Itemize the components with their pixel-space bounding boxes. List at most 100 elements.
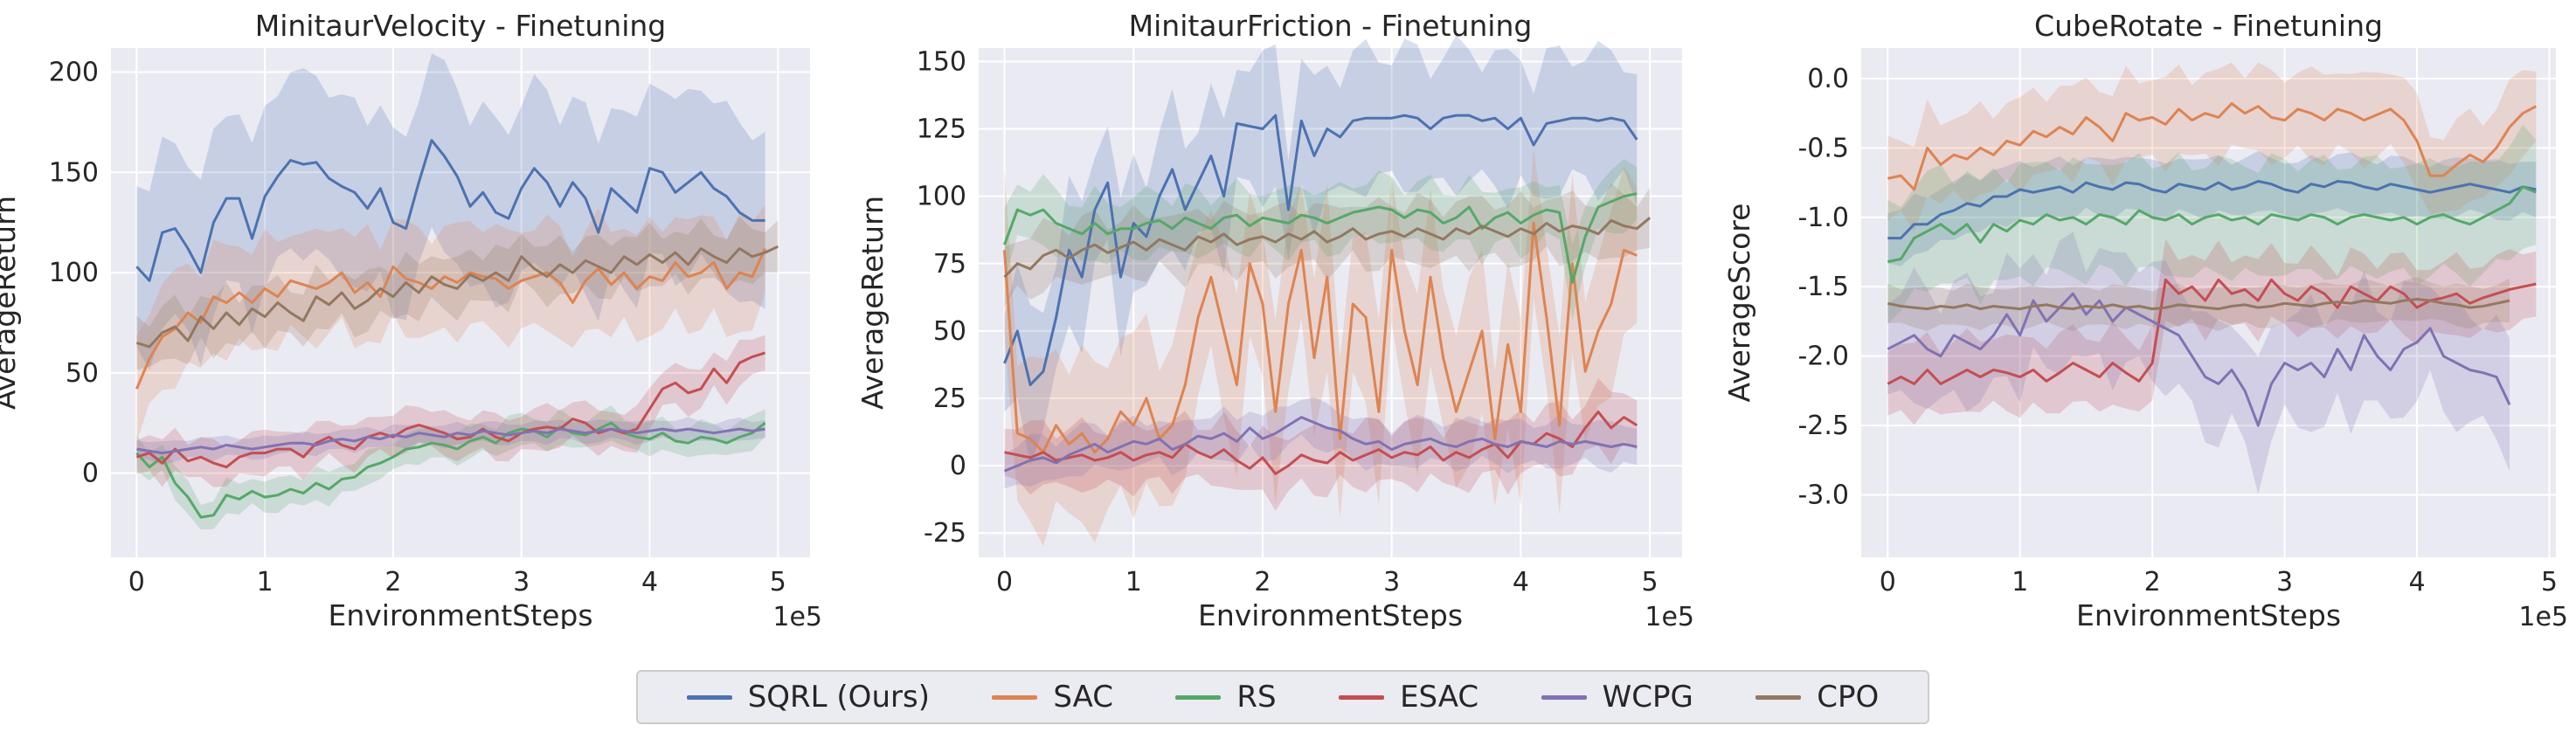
x-axis-offset-label: 1e5 — [772, 602, 822, 629]
x-tick-label: 3 — [2276, 567, 2293, 597]
legend-swatch — [1339, 694, 1385, 700]
y-tick-label: 50 — [66, 358, 99, 389]
legend-swatch — [686, 694, 732, 700]
legend-entry: CPO — [1755, 680, 1879, 715]
y-tick-label: 0 — [82, 459, 99, 489]
series-line — [1003, 114, 1638, 387]
confidence-band — [1887, 124, 2537, 324]
confidence-band — [1887, 231, 2510, 495]
legend-entry: RS — [1175, 680, 1277, 715]
y-tick-label: 0 — [950, 451, 966, 481]
legend-label: SQRL (Ours) — [747, 680, 930, 715]
confidence-band — [1004, 397, 1638, 489]
confidence-band — [1004, 183, 1651, 308]
confidence-band — [136, 217, 779, 370]
plot-title: CubeRotate - Finetuning — [2034, 9, 2383, 43]
legend-swatch — [1541, 694, 1587, 700]
legend-swatch — [1755, 694, 1802, 700]
chart-panel-2: 0 1 2 3 4 5 -25 0 25 50 75 100 125 150 MinitaurFrictio… — [855, 9, 1694, 629]
confidence-band — [1004, 34, 1638, 466]
y-axis-label: AverageReturn — [0, 196, 22, 410]
series-line — [1887, 185, 2537, 264]
x-tick-label: 5 — [770, 567, 786, 597]
series-line — [1003, 192, 1638, 284]
series-line — [1887, 298, 2510, 311]
legend-label: RS — [1236, 680, 1277, 715]
confidence-band — [1004, 148, 1638, 547]
y-tick-label: -2.5 — [1797, 411, 1849, 441]
y-tick-label: 25 — [933, 383, 966, 414]
x-tick-label: 2 — [1254, 567, 1271, 597]
x-tick-label: 4 — [641, 567, 658, 597]
x-tick-label: 0 — [996, 567, 1013, 597]
series-line — [1887, 292, 2511, 427]
series-line — [1003, 222, 1638, 454]
legend-label: SAC — [1053, 680, 1113, 715]
y-tick-label: 150 — [917, 46, 966, 77]
series-line — [1003, 416, 1638, 473]
x-tick-label: 1 — [1125, 567, 1142, 597]
series-line — [1887, 180, 2537, 240]
y-axis-label: AverageScore — [1722, 204, 1756, 403]
legend: SQRL (Ours) SAC RS ESAC WCPG CPO — [636, 670, 1929, 724]
x-tick-label: 1 — [257, 567, 274, 597]
legend-label: ESAC — [1400, 680, 1479, 715]
x-tick-label: 2 — [2144, 567, 2161, 597]
y-tick-label: -2.0 — [1797, 342, 1849, 372]
plot-title: MinitaurVelocity - Finetuning — [255, 9, 666, 43]
x-tick-label: 0 — [128, 567, 145, 597]
series-line — [135, 247, 766, 390]
series-line — [135, 139, 765, 282]
y-tick-label: -3.0 — [1797, 480, 1849, 511]
x-tick-label: 4 — [2408, 567, 2425, 597]
y-tick-label: -1.5 — [1797, 272, 1849, 302]
legend-label: CPO — [1817, 680, 1880, 715]
y-tick-label: 0.0 — [1807, 64, 1849, 94]
series-line — [1003, 217, 1652, 279]
y-tick-label: 100 — [49, 258, 99, 288]
x-tick-label: 2 — [384, 567, 401, 597]
chart-panel-3: 0 1 2 3 4 5 -3.0 -2.5 -2.0 -1.5 -1.0 -0.5 0.0 CubeRot… — [1722, 9, 2568, 629]
series-line — [1887, 278, 2537, 385]
legend-swatch — [1175, 694, 1222, 700]
x-tick-label: 1 — [2012, 567, 2028, 597]
y-tick-label: 125 — [917, 114, 966, 145]
legend-entry: WCPG — [1541, 680, 1693, 715]
x-tick-label: 3 — [513, 567, 530, 597]
y-tick-label: -1.0 — [1797, 203, 1849, 233]
y-tick-label: 75 — [933, 249, 966, 280]
legend-entry: ESAC — [1339, 680, 1478, 715]
legend-swatch — [992, 694, 1038, 700]
x-axis-label: EnvironmentSteps — [328, 598, 592, 629]
x-tick-label: 5 — [1642, 567, 1658, 597]
plot-title: MinitaurFriction - Finetuning — [1129, 9, 1533, 43]
legend-entry: SQRL (Ours) — [686, 680, 930, 715]
x-axis-offset-label: 1e5 — [2518, 602, 2568, 629]
x-axis-label: EnvironmentSteps — [2076, 598, 2341, 629]
y-axis-label: AverageReturn — [855, 196, 890, 410]
series-line — [136, 427, 765, 455]
x-tick-label: 4 — [1513, 567, 1529, 597]
confidence-band — [1887, 150, 2537, 266]
y-tick-label: 150 — [49, 157, 99, 188]
y-tick-label: 50 — [933, 316, 966, 347]
y-tick-label: -25 — [924, 518, 966, 549]
x-axis-offset-label: 1e5 — [1645, 602, 1694, 629]
confidence-band — [1004, 159, 1638, 321]
y-tick-label: 200 — [49, 58, 99, 88]
confidence-band — [136, 335, 765, 487]
series-line — [135, 245, 779, 349]
confidence-band — [1004, 377, 1638, 511]
confidence-band — [136, 53, 765, 370]
confidence-band — [1887, 62, 2537, 232]
x-axis-label: EnvironmentSteps — [1198, 598, 1463, 629]
x-tick-label: 3 — [1383, 567, 1400, 597]
x-tick-label: 0 — [1880, 567, 1896, 597]
y-tick-label: -0.5 — [1797, 133, 1849, 163]
x-tick-label: 5 — [2541, 567, 2558, 597]
series-line — [135, 421, 766, 519]
y-tick-label: 100 — [917, 182, 966, 212]
legend-label: WCPG — [1602, 680, 1693, 715]
